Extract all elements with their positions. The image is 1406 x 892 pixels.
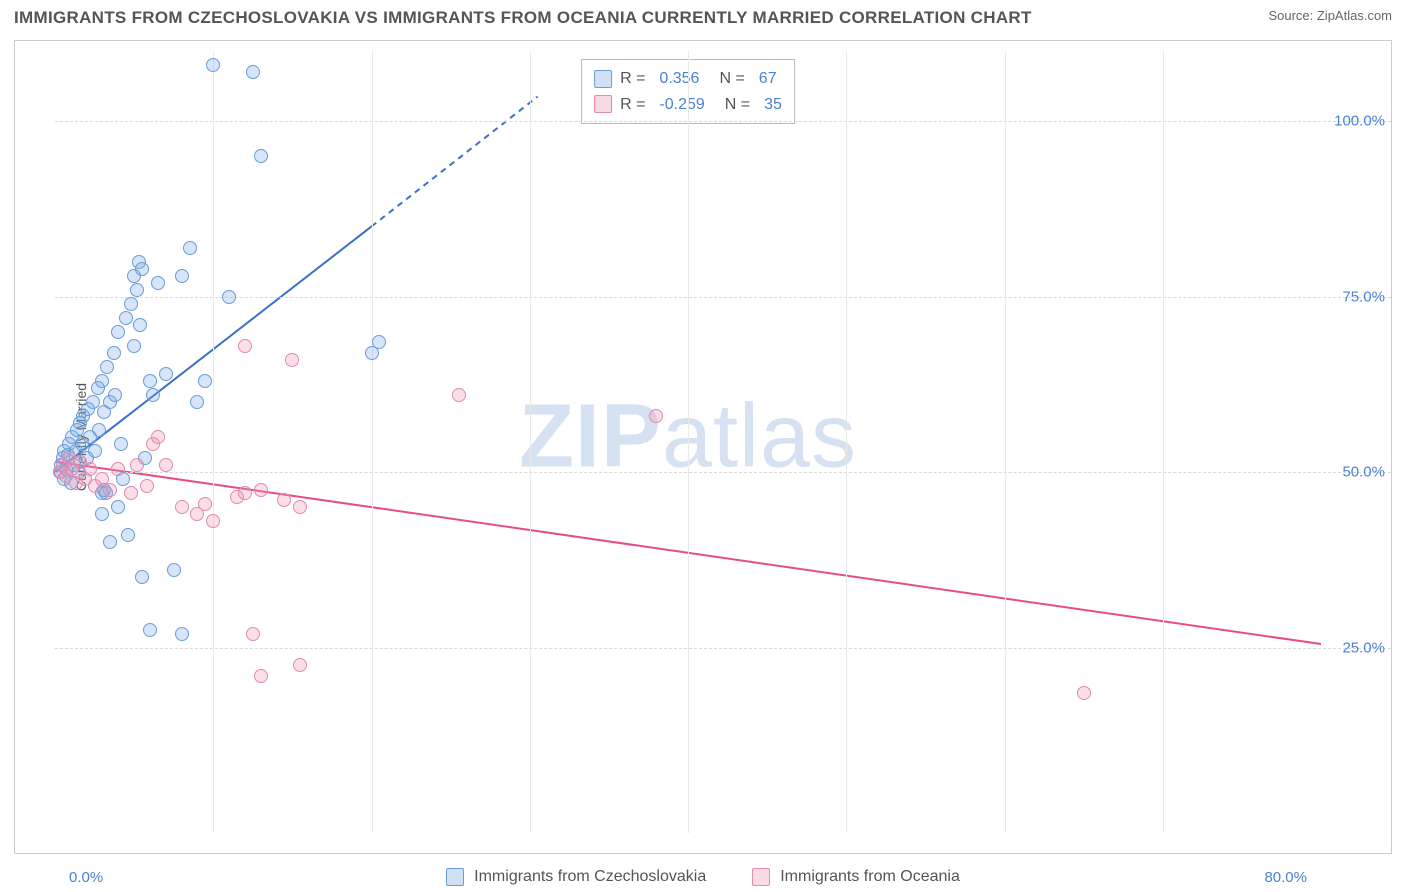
legend-n-label: N = <box>719 66 744 92</box>
data-point <box>107 346 121 360</box>
data-point <box>143 374 157 388</box>
data-point <box>246 65 260 79</box>
data-point <box>246 627 260 641</box>
data-point <box>143 623 157 637</box>
data-point <box>135 262 149 276</box>
data-point <box>146 388 160 402</box>
data-point <box>111 500 125 514</box>
series-legend: Immigrants from Czechoslovakia Immigrant… <box>0 868 1406 886</box>
data-point <box>135 570 149 584</box>
data-point <box>238 486 252 500</box>
chart-frame: Currently Married ZIPatlas R = 0.356 N =… <box>14 40 1392 854</box>
gridline-h <box>55 648 1391 649</box>
data-point <box>95 374 109 388</box>
data-point <box>127 339 141 353</box>
data-point <box>111 325 125 339</box>
data-point <box>124 486 138 500</box>
swatch-icon <box>446 868 464 886</box>
legend-r-label: R = <box>620 92 645 118</box>
trend-line <box>372 97 538 227</box>
data-point <box>206 514 220 528</box>
data-point <box>372 335 386 349</box>
data-point <box>649 409 663 423</box>
swatch-icon <box>594 95 612 113</box>
legend-r-label: R = <box>620 66 645 92</box>
data-point <box>119 311 133 325</box>
data-point <box>121 528 135 542</box>
data-point <box>159 458 173 472</box>
data-point <box>151 276 165 290</box>
data-point <box>293 658 307 672</box>
data-point <box>92 423 106 437</box>
data-point <box>151 430 165 444</box>
gridline-h <box>55 121 1391 122</box>
data-point <box>167 563 181 577</box>
chart-title: IMMIGRANTS FROM CZECHOSLOVAKIA VS IMMIGR… <box>14 8 1032 28</box>
legend-n-value: 35 <box>764 92 782 118</box>
data-point <box>124 297 138 311</box>
gridline-v <box>1005 51 1006 833</box>
data-point <box>198 374 212 388</box>
data-point <box>175 269 189 283</box>
legend-r-value: 0.356 <box>659 66 699 92</box>
data-point <box>130 283 144 297</box>
data-point <box>103 483 117 497</box>
y-tick-label: 25.0% <box>1342 639 1385 656</box>
swatch-icon <box>752 868 770 886</box>
data-point <box>293 500 307 514</box>
series-name: Immigrants from Oceania <box>780 868 960 886</box>
data-point <box>130 458 144 472</box>
data-point <box>190 395 204 409</box>
gridline-v <box>530 51 531 833</box>
gridline-h <box>55 297 1391 298</box>
data-point <box>175 627 189 641</box>
legend-n-label: N = <box>725 92 750 118</box>
data-point <box>254 483 268 497</box>
gridline-v <box>213 51 214 833</box>
y-tick-label: 50.0% <box>1342 464 1385 481</box>
gridline-v <box>688 51 689 833</box>
data-point <box>198 497 212 511</box>
data-point <box>277 493 291 507</box>
series-name: Immigrants from Czechoslovakia <box>474 868 706 886</box>
y-tick-label: 75.0% <box>1342 288 1385 305</box>
legend-r-value: -0.259 <box>659 92 704 118</box>
data-point <box>140 479 154 493</box>
data-point <box>1077 686 1091 700</box>
legend-n-value: 67 <box>759 66 777 92</box>
data-point <box>95 507 109 521</box>
data-point <box>88 444 102 458</box>
swatch-icon <box>594 70 612 88</box>
data-point <box>175 500 189 514</box>
source-label: Source: ZipAtlas.com <box>1268 8 1392 23</box>
data-point <box>452 388 466 402</box>
gridline-v <box>846 51 847 833</box>
data-point <box>238 339 252 353</box>
data-point <box>133 318 147 332</box>
data-point <box>159 367 173 381</box>
legend-item-0: Immigrants from Czechoslovakia <box>446 868 706 886</box>
gridline-h <box>55 472 1391 473</box>
data-point <box>114 437 128 451</box>
data-point <box>222 290 236 304</box>
data-point <box>206 58 220 72</box>
data-point <box>83 462 97 476</box>
plot-area: Currently Married ZIPatlas R = 0.356 N =… <box>55 51 1321 823</box>
gridline-v <box>372 51 373 833</box>
data-point <box>103 535 117 549</box>
data-point <box>100 360 114 374</box>
data-point <box>254 149 268 163</box>
data-point <box>183 241 197 255</box>
data-point <box>111 462 125 476</box>
data-point <box>254 669 268 683</box>
legend-item-1: Immigrants from Oceania <box>752 868 960 886</box>
gridline-v <box>1163 51 1164 833</box>
data-point <box>108 388 122 402</box>
data-point <box>285 353 299 367</box>
y-tick-label: 100.0% <box>1334 113 1385 130</box>
